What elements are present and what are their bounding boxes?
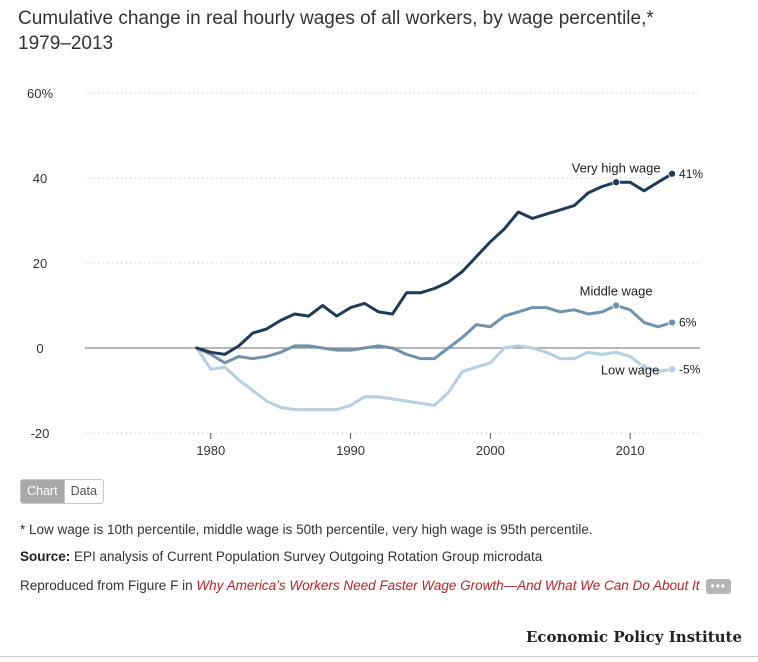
report-link[interactable]: Why America’s Workers Need Faster Wage G… bbox=[196, 578, 700, 593]
y-tick-label: 0 bbox=[36, 341, 43, 356]
series-line-0 bbox=[195, 172, 674, 356]
end-value-label: 41% bbox=[679, 167, 703, 181]
series bbox=[195, 169, 676, 412]
series-labels: 41% 6% -5% Very high wage Middle wage Low wag… bbox=[572, 160, 704, 377]
data-point bbox=[668, 318, 676, 327]
y-tick-label: -20 bbox=[31, 426, 50, 441]
y-tick-label: 60% bbox=[27, 86, 53, 101]
data-point bbox=[668, 365, 676, 374]
line-chart: -20 0 20 40 60% 1980 1990 2000 2010 41% 6% -5% Very… bbox=[27, 86, 704, 458]
series-name-label: Middle wage bbox=[580, 284, 653, 299]
more-button[interactable]: ••• bbox=[705, 578, 732, 594]
reproduced-prefix: Reproduced from Figure F in bbox=[20, 578, 197, 593]
axes: -20 0 20 40 60% 1980 1990 2000 2010 bbox=[27, 86, 645, 458]
data-point bbox=[640, 363, 648, 372]
data-point bbox=[668, 169, 676, 178]
y-tick-label: 40 bbox=[33, 171, 47, 186]
x-tick-label: 1980 bbox=[196, 443, 225, 458]
series-line-1 bbox=[195, 304, 674, 365]
reproduced-note: Reproduced from Figure F in Why America’… bbox=[20, 576, 740, 596]
source-text: EPI analysis of Current Population Surve… bbox=[70, 549, 543, 564]
source-label: Source: bbox=[20, 549, 71, 564]
series-name-label: Very high wage bbox=[572, 160, 661, 175]
data-point bbox=[612, 301, 621, 310]
publisher-logo: Economic Policy Institute bbox=[525, 628, 742, 646]
x-tick-label: 1990 bbox=[336, 443, 365, 458]
y-tick-label: 20 bbox=[33, 256, 47, 271]
source-note: Source: EPI analysis of Current Populati… bbox=[20, 547, 740, 567]
end-value-label: 6% bbox=[679, 316, 697, 330]
tab-data[interactable]: Data bbox=[63, 480, 103, 503]
series-name-label: Low wage bbox=[601, 363, 660, 378]
tab-chart[interactable]: Chart bbox=[21, 480, 64, 503]
series-line-2 bbox=[195, 344, 674, 412]
chart-title: Cumulative change in real hourly wages o… bbox=[18, 6, 738, 56]
x-tick-label: 2000 bbox=[476, 443, 505, 458]
view-tabs: Chart Data bbox=[20, 479, 104, 504]
title-line-1: Cumulative change in real hourly wages o… bbox=[18, 8, 654, 29]
bottom-divider bbox=[0, 656, 758, 657]
end-value-label: -5% bbox=[679, 362, 701, 376]
data-point bbox=[612, 178, 621, 187]
x-tick-label: 2010 bbox=[616, 443, 645, 458]
title-line-2: 1979–2013 bbox=[18, 33, 114, 54]
footnote: * Low wage is 10th percentile, middle wa… bbox=[20, 522, 593, 537]
grid bbox=[85, 92, 700, 434]
